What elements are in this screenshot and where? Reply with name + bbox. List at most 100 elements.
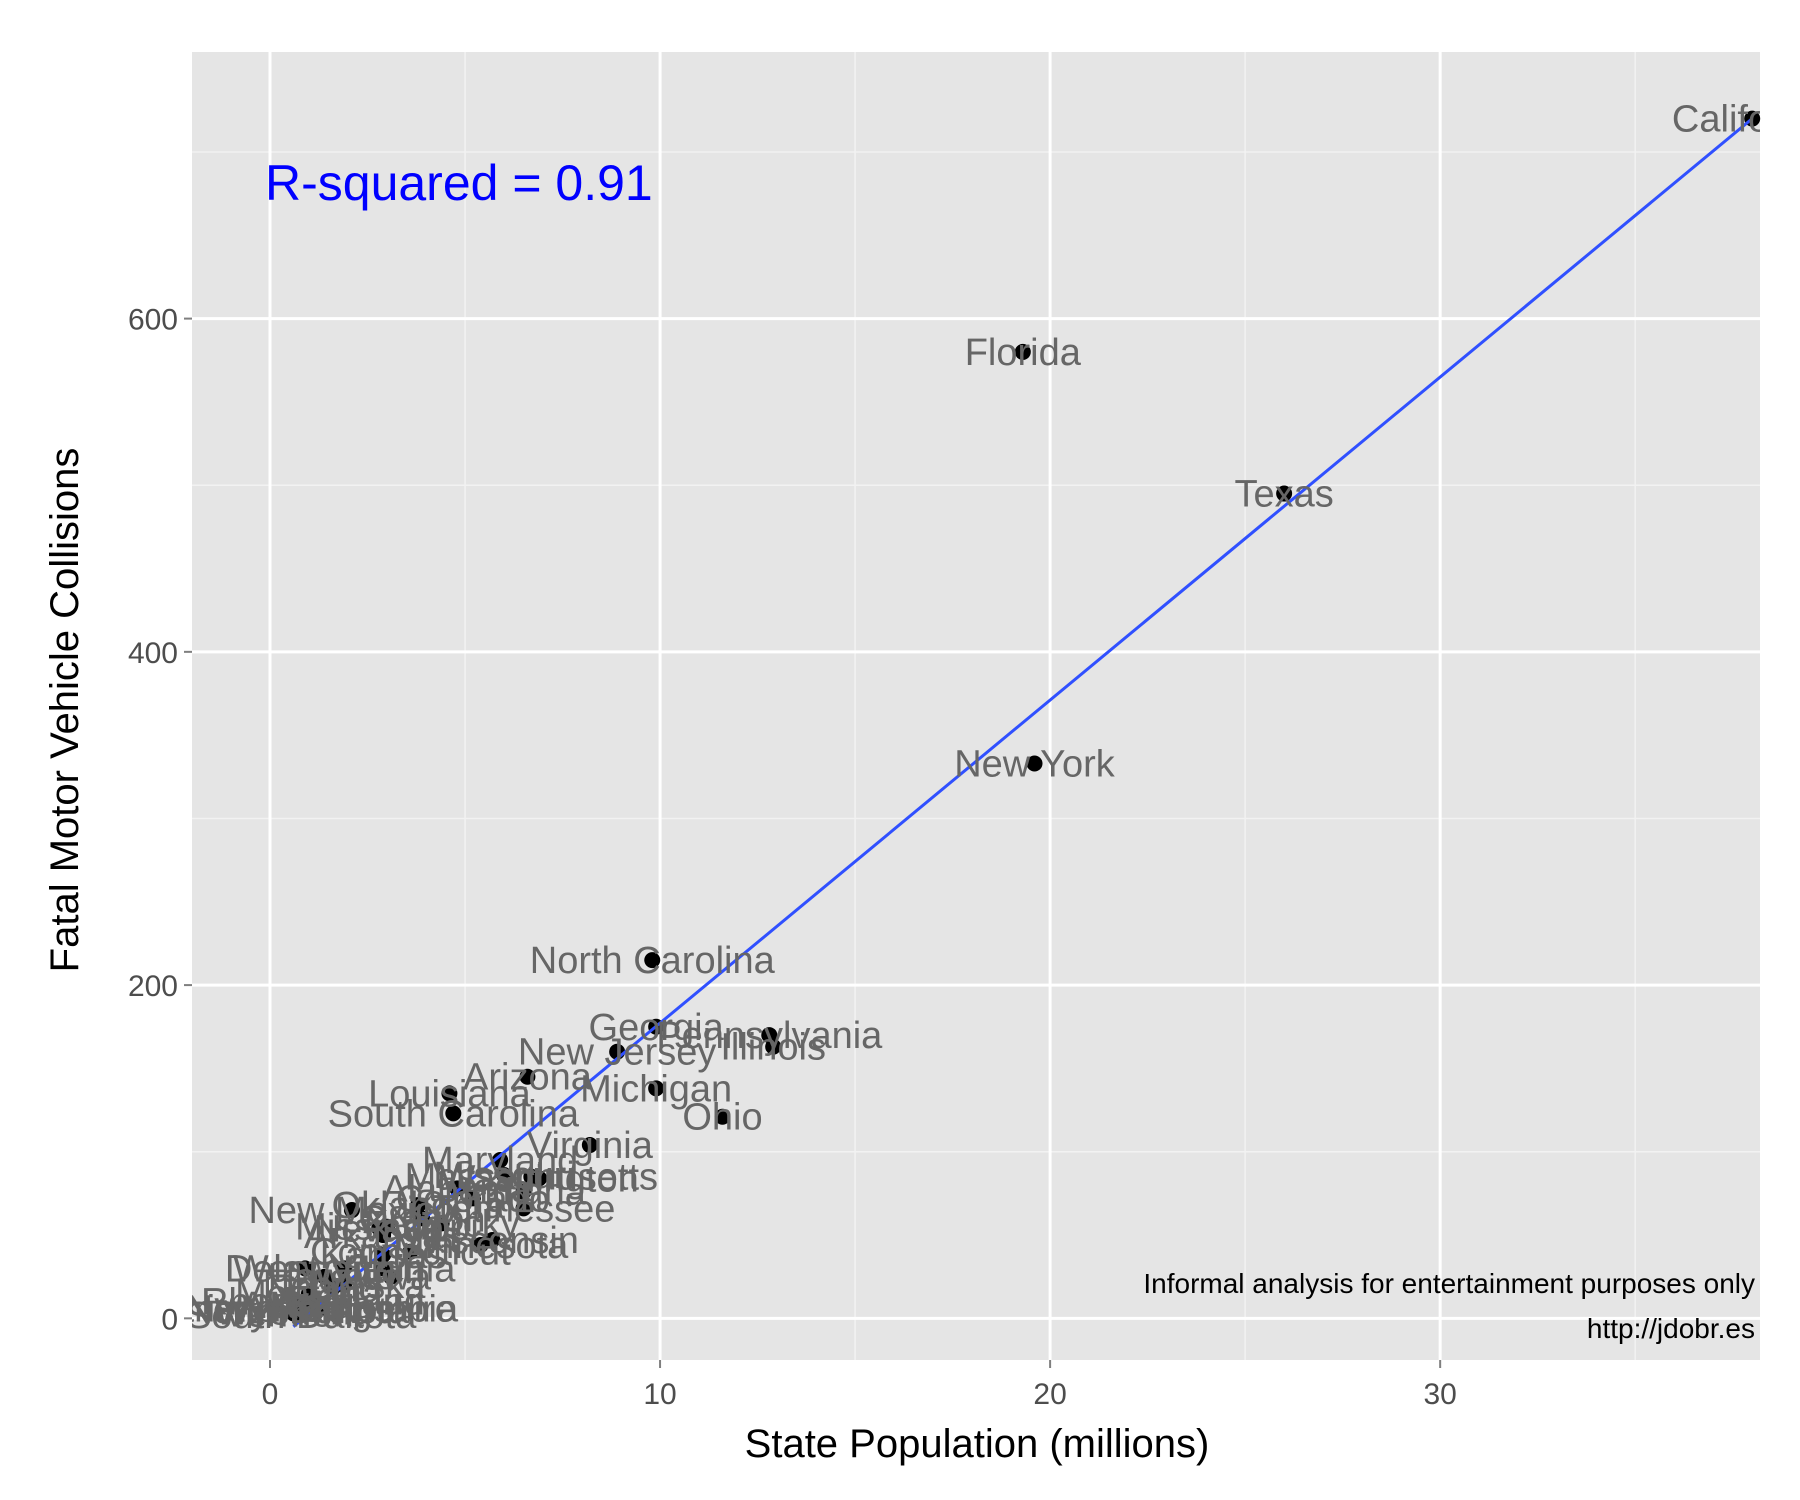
data-point [336, 1260, 353, 1277]
point-label: Missouri [433, 1155, 574, 1197]
data-point [515, 1183, 532, 1200]
point-label: Idaho [285, 1268, 380, 1310]
point-label: Alaska [240, 1285, 355, 1327]
point-label: South Dakota [186, 1295, 417, 1337]
point-label: Mississippi [295, 1207, 479, 1249]
data-point [343, 1202, 360, 1219]
point-label: Maine [269, 1285, 373, 1327]
data-point [375, 1247, 392, 1264]
point-label: Nevada [314, 1208, 446, 1250]
point-label: Connecticut [310, 1232, 511, 1274]
regression-line [292, 117, 1754, 1328]
x-tick-label: 20 [1033, 1378, 1066, 1411]
data-point [714, 1108, 731, 1125]
plot-panel [192, 52, 1760, 1360]
data-point [441, 1085, 458, 1102]
point-label: West Virginia [233, 1248, 456, 1290]
data-point [765, 1038, 782, 1055]
point-label: Florida [965, 332, 1082, 374]
disclaimer-annotation: Informal analysis for entertainment purp… [1143, 1268, 1755, 1299]
point-label: Louisiana [368, 1073, 532, 1115]
point-label: Wisconsin [406, 1220, 579, 1262]
y-axis-ticks: 0 200 400 600 [128, 304, 192, 1336]
x-tick-label: 30 [1423, 1378, 1456, 1411]
point-label: Arizona [463, 1057, 593, 1099]
data-point [496, 1167, 513, 1184]
point-label: New Mexico [248, 1190, 455, 1232]
data-point [531, 1170, 548, 1187]
point-label: New Jersey [518, 1032, 717, 1074]
data-point [316, 1268, 333, 1285]
point-label: Virginia [527, 1125, 654, 1167]
point-label: Illinois [720, 1027, 826, 1069]
data-point [445, 1105, 462, 1122]
r-squared-annotation: R-squared = 0.91 [265, 155, 653, 211]
y-tick-label: 600 [128, 304, 178, 337]
point-label: Iowa [351, 1257, 432, 1299]
data-point [472, 1237, 489, 1254]
data-point [1014, 343, 1031, 360]
x-tick-label: 0 [262, 1378, 279, 1411]
point-label: Hawaii [268, 1257, 382, 1299]
y-tick-label: 400 [128, 637, 178, 670]
x-axis-ticks: 0 10 20 30 [262, 1360, 1457, 1411]
data-point [644, 952, 661, 969]
point-label: Texas [1234, 474, 1333, 516]
data-point [382, 1268, 399, 1285]
point-label: Arkansas [304, 1215, 462, 1257]
point-label: Michigan [580, 1068, 732, 1110]
point-label: Rhode Island [201, 1282, 425, 1324]
point-label: Montana [235, 1273, 384, 1315]
point-label: Wyoming [214, 1292, 372, 1334]
data-point [289, 1302, 306, 1319]
data-point [581, 1137, 598, 1154]
point-label: New York [954, 743, 1116, 785]
data-points [285, 110, 1761, 1324]
point-label: Nebraska [263, 1265, 426, 1307]
point-label: Colorado [396, 1178, 550, 1220]
point-label: Ohio [682, 1097, 762, 1139]
point-label: South Carolina [328, 1093, 580, 1135]
data-point [433, 1215, 450, 1232]
point-label: Delaware [225, 1248, 386, 1290]
data-point [515, 1200, 532, 1217]
data-point [519, 1068, 536, 1085]
point-label: New Hampshire [186, 1288, 456, 1330]
point-label: Georgia [589, 1007, 725, 1049]
y-axis-title: Fatal Motor Vehicle Collisions [43, 448, 87, 973]
point-label: Oregon [359, 1198, 486, 1240]
grid-major [192, 52, 1760, 1360]
x-axis-title: State Population (millions) [745, 1422, 1210, 1466]
point-label: Alabama [382, 1168, 533, 1210]
point-label: Washington [440, 1158, 639, 1200]
data-point [648, 1080, 665, 1097]
point-label: Tennessee [432, 1188, 616, 1230]
point-label: North Carolina [530, 940, 776, 982]
data-point [410, 1197, 427, 1214]
data-point [464, 1190, 481, 1207]
point-labels: California Florida Texas New York North Caro… [129, 99, 1800, 1337]
grid-minor [192, 52, 1760, 1360]
point-label: North Dakota [185, 1290, 410, 1332]
data-point [492, 1152, 509, 1169]
x-tick-label: 10 [643, 1378, 676, 1411]
y-tick-label: 200 [128, 970, 178, 1003]
data-point [1276, 485, 1293, 502]
data-point [402, 1243, 419, 1260]
point-label: Minnesota [393, 1225, 569, 1267]
point-label: Utah [343, 1248, 423, 1290]
point-label: Massachusetts [405, 1157, 658, 1199]
source-annotation: http://jdobr.es [1587, 1313, 1755, 1344]
point-label: California [1672, 99, 1800, 141]
data-point [1026, 755, 1043, 772]
point-label: District of Columbia [129, 1288, 459, 1330]
point-label: Kentucky [363, 1203, 519, 1245]
data-point [371, 1220, 388, 1237]
data-point [297, 1260, 314, 1277]
point-label: Vermont [223, 1293, 365, 1335]
point-label: Maryland [422, 1140, 578, 1182]
point-label: Pennsylvania [656, 1015, 883, 1057]
point-label: Oklahoma [332, 1185, 506, 1227]
point-label: Kansas [320, 1235, 447, 1277]
